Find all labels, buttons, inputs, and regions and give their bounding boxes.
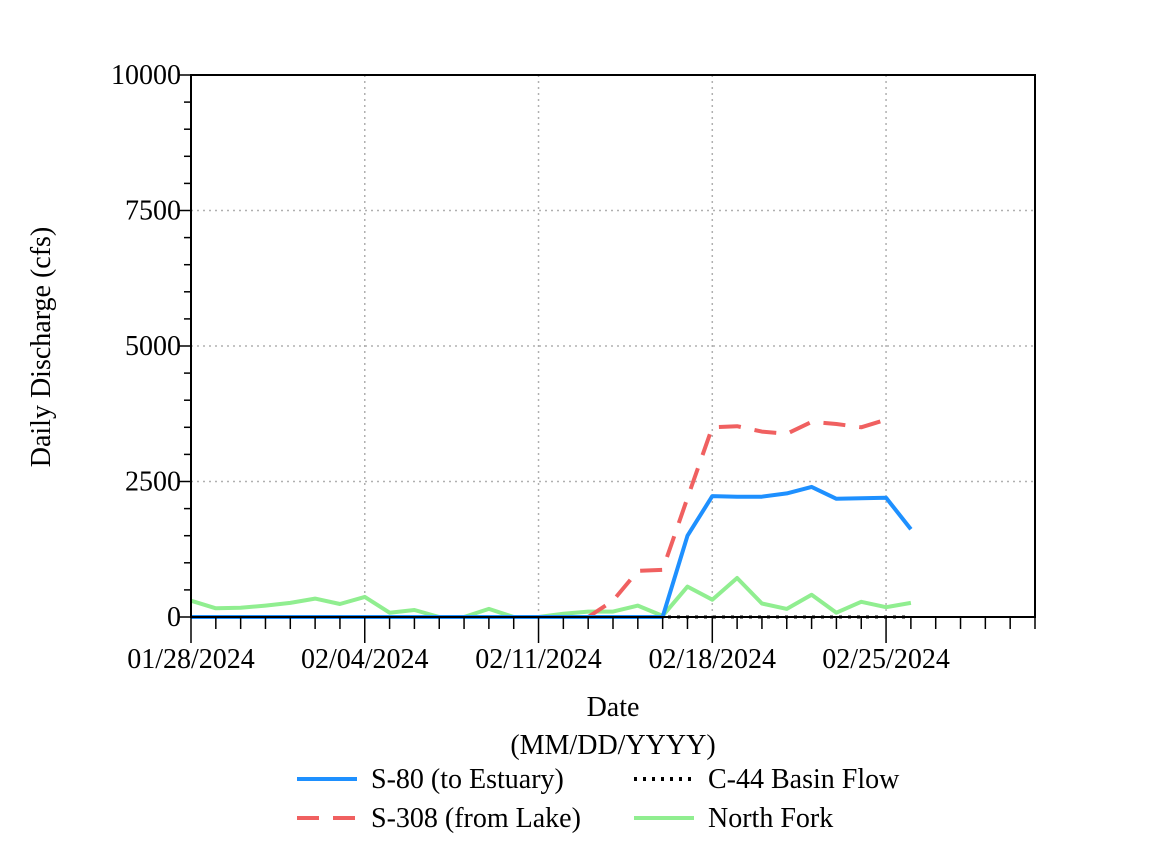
y-tick-label: 0 bbox=[167, 602, 181, 633]
grid-lines bbox=[191, 75, 1035, 617]
legend: S-80 (to Estuary) S-308 (from Lake) C-44 B… bbox=[297, 764, 900, 834]
x-axis-subtitle: (MM/DD/YYYY) bbox=[510, 730, 715, 761]
y-axis-title: Daily Discharge (cfs) bbox=[26, 227, 57, 468]
x-tick-label: 02/18/2024 bbox=[649, 644, 777, 675]
x-tick-label: 02/25/2024 bbox=[822, 644, 950, 675]
y-tick-label: 10000 bbox=[111, 60, 181, 91]
legend-label: C-44 Basin Flow bbox=[708, 764, 900, 795]
x-tick-label: 02/04/2024 bbox=[301, 644, 429, 675]
legend-label: S-308 (from Lake) bbox=[371, 803, 581, 834]
legend-label: North Fork bbox=[708, 803, 833, 834]
y-tick-label: 5000 bbox=[125, 331, 181, 362]
legend-label: S-80 (to Estuary) bbox=[371, 764, 564, 795]
series-line-north-fork bbox=[190, 576, 912, 619]
y-tick-label: 2500 bbox=[125, 467, 181, 498]
x-tick-label: 01/28/2024 bbox=[127, 644, 255, 675]
y-tick-labels: 0 2500 5000 7500 10000 bbox=[111, 60, 181, 633]
x-tick-labels: 01/28/2024 02/04/2024 02/11/2024 02/18/2024… bbox=[127, 644, 950, 675]
x-tick-label: 02/11/2024 bbox=[475, 644, 602, 675]
series-line-s-308-from-lake bbox=[191, 417, 887, 619]
y-tick-label: 7500 bbox=[125, 196, 181, 227]
axis-ticks bbox=[179, 74, 1036, 643]
series-lines bbox=[190, 417, 913, 619]
x-axis-title: Date bbox=[587, 692, 640, 723]
